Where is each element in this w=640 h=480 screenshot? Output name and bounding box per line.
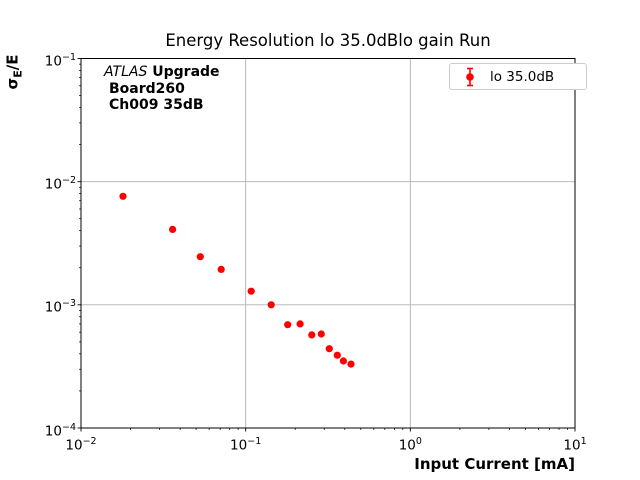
x-axis-label: Input Current [mA] [414, 455, 575, 473]
data-point [247, 287, 255, 295]
annotation-line-3: Ch009 35dB [109, 97, 204, 113]
data-point [296, 320, 304, 328]
x-tick-label: 10−1 [230, 436, 262, 454]
annotation-line-2: Board260 [109, 80, 185, 97]
data-point [196, 253, 204, 261]
y-tick-label: 10−3 [44, 298, 76, 316]
y-tick-label: 10−2 [44, 175, 76, 193]
annotation-box: ATLAS Upgrade Board260 Ch009 35dB [104, 64, 220, 114]
data-point [339, 357, 347, 365]
y-tick-label: 10−4 [44, 421, 76, 440]
data-point [284, 321, 292, 329]
legend-box: lo 35.0dB [449, 63, 587, 90]
x-tick-label: 101 [563, 436, 587, 454]
data-point [347, 360, 355, 368]
data-point [325, 345, 333, 353]
data-point [169, 225, 177, 233]
annotation-line-1: ATLAS Upgrade [104, 64, 220, 81]
data-point [308, 331, 316, 339]
x-tick-label: 100 [398, 436, 422, 454]
data-point [267, 301, 275, 309]
y-tick-label: 10−1 [44, 52, 76, 70]
axes-frame [80, 58, 576, 429]
data-point [119, 192, 127, 200]
upgrade-text: Upgrade [152, 64, 220, 80]
data-point [333, 351, 341, 359]
x-tick-label: 10−2 [65, 436, 97, 454]
data-point [317, 330, 325, 338]
errorbar-marker-icon [466, 67, 474, 86]
atlas-text: ATLAS [104, 64, 148, 80]
chart-title: Energy Resolution lo 35.0dBlo gain Run [165, 31, 491, 50]
data-point [217, 265, 225, 273]
legend-label: lo 35.0dB [490, 68, 555, 85]
